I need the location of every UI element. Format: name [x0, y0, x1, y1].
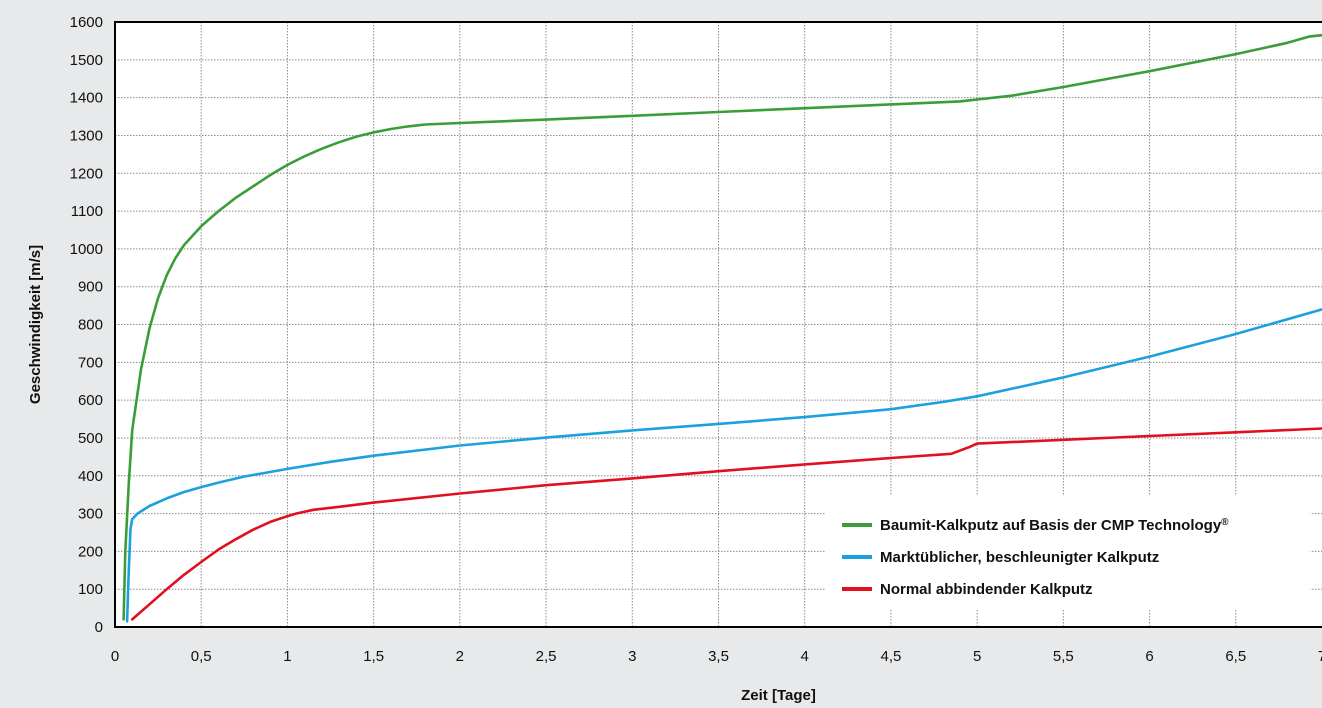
y-tick-label: 100: [78, 581, 103, 598]
x-axis-title: Zeit [Tage]: [741, 687, 816, 704]
y-axis-title: Geschwindigkeit [m/s]: [27, 245, 44, 404]
x-tick-label: 6,5: [1225, 648, 1246, 665]
x-axis-ticks: 0 0,5 1 1,5 2 2,5 3 3,5 4 4,5 5 5,5 6 6,5 7: [111, 648, 1322, 665]
y-tick-label: 900: [78, 279, 103, 296]
y-tick-label: 400: [78, 468, 103, 485]
x-tick-label: 4,5: [880, 648, 901, 665]
legend-box: [826, 495, 1310, 610]
y-tick-label: 1400: [70, 90, 103, 107]
x-tick-label: 6: [1145, 648, 1153, 665]
y-tick-label: 1500: [70, 52, 103, 69]
series-lines: [122, 33, 1322, 623]
y-tick-label: 1000: [70, 241, 103, 258]
x-tick-label: 1,5: [363, 648, 384, 665]
x-tick-label: 0,5: [191, 648, 212, 665]
legend: Baumit-Kalkputz auf Basis der CMP Techno…: [826, 495, 1310, 610]
y-tick-label: 0: [95, 619, 103, 636]
plot-frame: [114, 21, 1322, 628]
y-tick-label: 800: [78, 317, 103, 334]
y-tick-label: 1300: [70, 127, 103, 144]
x-tick-label: 5: [973, 648, 981, 665]
y-axis-ticks: 0 100 200 300 400 500 600 700 800 900 1000 1100 1200…: [70, 14, 103, 636]
registered-mark: ®: [1221, 517, 1229, 528]
y-tick-label: 700: [78, 354, 103, 371]
y-tick-label: 1200: [70, 165, 103, 182]
series-line-1: [125, 308, 1322, 623]
legend-label-1: Marktüblicher, beschleunigter Kalkputz: [880, 549, 1159, 566]
x-tick-label: 4: [801, 648, 809, 665]
x-tick-label: 7: [1318, 648, 1322, 665]
y-tick-label: 1100: [71, 203, 103, 220]
x-tick-label: 2: [456, 648, 464, 665]
legend-label-0: Baumit-Kalkputz auf Basis der CMP Techno…: [880, 517, 1229, 535]
x-tick-label: 5,5: [1053, 648, 1074, 665]
y-tick-label: 500: [78, 430, 103, 447]
y-tick-label: 1600: [70, 14, 103, 31]
series-line-2: [130, 427, 1322, 621]
x-tick-label: 2,5: [536, 648, 557, 665]
y-tick-label: 200: [78, 543, 103, 560]
x-tick-label: 1: [283, 648, 291, 665]
y-tick-label: 300: [78, 506, 103, 523]
y-tick-label: 600: [78, 392, 103, 409]
legend-label-2: Normal abbindender Kalkputz: [880, 581, 1093, 598]
x-tick-label: 0: [111, 648, 119, 665]
x-tick-label: 3: [628, 648, 636, 665]
x-tick-label: 3,5: [708, 648, 729, 665]
series-line-0: [122, 33, 1322, 621]
